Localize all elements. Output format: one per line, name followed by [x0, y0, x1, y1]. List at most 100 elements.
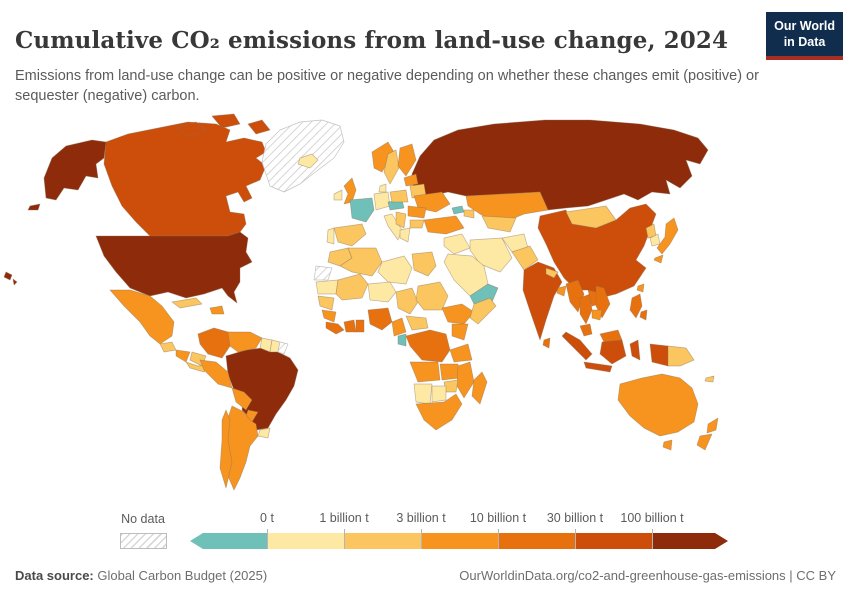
legend-bin-swatch-4[interactable]: [498, 533, 575, 549]
country-canada[interactable]: Canada: [103, 113, 271, 237]
country-libya[interactable]: Libya: [377, 255, 413, 285]
country-baltic-states[interactable]: Baltic states: [403, 173, 419, 187]
country-greece[interactable]: Greece: [399, 227, 411, 243]
country-georgia[interactable]: Georgia: [451, 205, 465, 215]
owid-logo[interactable]: Our World in Data: [766, 12, 843, 60]
country-java[interactable]: Indonesia (Java): [583, 361, 613, 373]
country-hispaniola[interactable]: Hispaniola: [209, 305, 225, 315]
country-ireland[interactable]: Ireland: [333, 189, 343, 201]
country-zambia[interactable]: Zambia: [439, 363, 461, 381]
country-tasmania[interactable]: Australia (Tasmania): [662, 439, 673, 451]
country-madagascar[interactable]: Madagascar: [471, 371, 488, 405]
country-germany[interactable]: Germany: [373, 191, 391, 211]
country-egypt[interactable]: Egypt: [411, 251, 437, 277]
country-senegal[interactable]: Senegal: [317, 295, 335, 311]
country-niger[interactable]: Niger: [367, 281, 397, 303]
country-pakistan[interactable]: Pakistan: [511, 245, 539, 271]
country-denmark[interactable]: Denmark: [378, 183, 387, 193]
country-iceland[interactable]: Iceland: [297, 153, 319, 169]
country-finland[interactable]: Finland: [397, 143, 417, 177]
country-botswana[interactable]: Botswana: [431, 385, 447, 403]
country-bolivia[interactable]: Bolivia: [231, 387, 253, 411]
country-borneo-indonesia[interactable]: Indonesia (Kalimantan): [599, 339, 627, 365]
country-tanzania[interactable]: Tanzania: [449, 343, 473, 363]
country-france[interactable]: France: [349, 197, 375, 223]
country-uzbekistan-turkmenistan[interactable]: Uzbekistan and Turkmenistan: [481, 215, 517, 233]
country-india[interactable]: India: [522, 261, 563, 341]
country-algeria[interactable]: Algeria: [339, 247, 383, 277]
country-greenland[interactable]: Greenland: [261, 119, 345, 193]
country-cameroon[interactable]: Cameroon: [391, 317, 407, 337]
country-namibia[interactable]: Namibia: [413, 383, 433, 405]
country-colombia[interactable]: Colombia: [197, 327, 231, 359]
country-french-guiana[interactable]: French Guiana: [277, 341, 289, 355]
country-western-balkans[interactable]: Western Balkans: [395, 211, 407, 229]
country-nepal[interactable]: Nepal: [545, 267, 559, 279]
country-sudan[interactable]: Sudan: [415, 281, 449, 311]
country-mauritania[interactable]: Mauritania: [315, 279, 339, 295]
country-portugal[interactable]: Portugal: [326, 227, 335, 245]
footer-attribution[interactable]: OurWorldinData.org/co2-and-greenhouse-ga…: [459, 568, 836, 583]
country-thailand[interactable]: Thailand: [579, 293, 593, 325]
country-guinea[interactable]: Guinea: [321, 309, 337, 323]
country-united-states-hawaii[interactable]: United States (Hawaii): [3, 271, 18, 286]
country-sumatra[interactable]: Indonesia (Sumatra): [561, 331, 593, 361]
country-dr-congo[interactable]: Democratic Republic of Congo: [405, 329, 451, 363]
legend-bin-swatch-3[interactable]: [421, 533, 498, 549]
country-philippines[interactable]: Philippines: [629, 293, 648, 321]
country-uruguay[interactable]: Uruguay: [257, 427, 271, 439]
legend-bin-swatch-6[interactable]: [652, 533, 728, 549]
country-sierra-leone-liberia[interactable]: Sierra Leone and Liberia: [325, 321, 345, 335]
country-united-states[interactable]: United States: [95, 231, 253, 304]
country-mexico[interactable]: Mexico: [109, 289, 175, 345]
country-central-african-republic[interactable]: Central African Republic: [405, 315, 429, 331]
legend-bin-swatch-1[interactable]: [267, 533, 344, 549]
country-sulawesi[interactable]: Indonesia (Sulawesi): [629, 339, 641, 361]
country-romania[interactable]: Romania: [407, 205, 427, 219]
country-honduras-nicaragua[interactable]: Honduras and Nicaragua: [175, 349, 191, 363]
country-angola[interactable]: Angola: [409, 361, 441, 383]
country-western-sahara[interactable]: Western Sahara: [313, 265, 333, 281]
country-sweden[interactable]: Sweden: [383, 149, 400, 185]
country-cuba[interactable]: Cuba: [171, 297, 203, 309]
country-poland[interactable]: Poland: [389, 189, 409, 203]
country-nigeria[interactable]: Nigeria: [367, 307, 393, 331]
country-turkey[interactable]: Turkey: [423, 215, 465, 235]
country-spain[interactable]: Spain: [333, 223, 367, 247]
country-japan[interactable]: Japan: [653, 217, 679, 264]
country-united-states-alaska[interactable]: United States (Alaska): [27, 139, 107, 211]
country-syria-iraq[interactable]: Syria and Iraq: [443, 233, 471, 255]
country-ukraine[interactable]: Ukraine: [413, 191, 451, 213]
country-taiwan[interactable]: Taiwan: [636, 283, 645, 293]
country-cambodia[interactable]: Cambodia: [591, 309, 603, 321]
country-kenya[interactable]: Kenya: [451, 323, 469, 341]
country-ivory-coast[interactable]: Côte d'Ivoire: [343, 319, 357, 333]
country-west-papua[interactable]: Indonesia (Papua): [649, 343, 669, 367]
country-ghana[interactable]: Ghana: [355, 319, 365, 333]
country-papua-new-guinea[interactable]: Papua New Guinea: [667, 345, 695, 367]
country-venezuela[interactable]: Venezuela: [227, 331, 263, 353]
country-mongolia[interactable]: Mongolia: [565, 205, 617, 229]
country-bangladesh[interactable]: Bangladesh: [556, 285, 567, 297]
country-gabon[interactable]: Gabon: [397, 333, 407, 347]
country-new-zealand[interactable]: New Zealand: [696, 417, 719, 451]
legend-bin-swatch-0[interactable]: [190, 533, 267, 549]
country-guatemala[interactable]: Guatemala: [159, 341, 177, 353]
legend-bin-swatch-2[interactable]: [344, 533, 421, 549]
country-somalia[interactable]: Somalia: [469, 297, 497, 325]
country-chile[interactable]: Chile: [219, 409, 233, 489]
country-bulgaria[interactable]: Bulgaria: [409, 219, 425, 229]
country-new-caledonia[interactable]: New Caledonia: [704, 375, 715, 383]
legend-no-data-swatch[interactable]: [120, 533, 167, 549]
country-chad[interactable]: Chad: [395, 287, 419, 315]
country-azerbaijan[interactable]: Azerbaijan: [463, 209, 475, 219]
country-ethiopia[interactable]: Ethiopia: [441, 303, 475, 325]
country-peninsular-malaysia[interactable]: Malaysia (peninsula): [579, 323, 593, 337]
country-russia[interactable]: Russia: [411, 119, 709, 211]
country-mali[interactable]: Mali: [335, 273, 369, 301]
country-south-africa[interactable]: South Africa: [415, 393, 463, 431]
country-mozambique[interactable]: Mozambique: [456, 361, 475, 399]
legend-bin-swatch-5[interactable]: [575, 533, 652, 549]
country-australia[interactable]: Australia: [617, 373, 699, 437]
country-sri-lanka[interactable]: Sri Lanka: [542, 337, 551, 349]
